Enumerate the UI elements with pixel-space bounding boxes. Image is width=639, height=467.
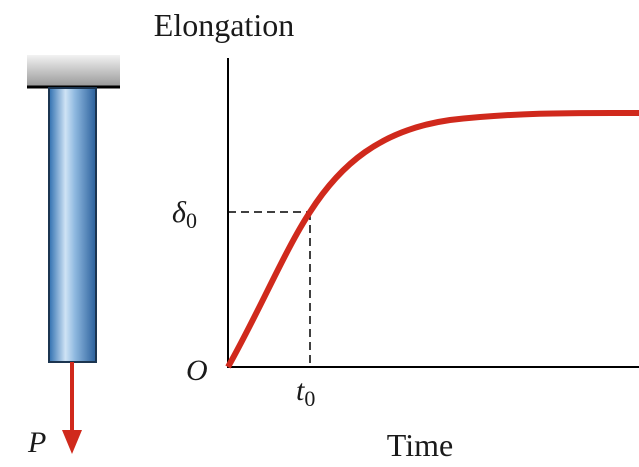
t-symbol: t [296,374,305,407]
y-axis-label: Elongation [154,7,294,43]
x-axis-label: Time [387,427,453,463]
delta-label: δ0 [172,196,197,233]
load-arrowhead [62,430,82,454]
support [27,55,120,86]
delta-symbol: δ [172,196,187,229]
creep-curve [225,109,639,369]
bar [48,87,97,363]
origin-label: O [186,354,208,387]
t-subscript: 0 [304,386,315,411]
t-label: t0 [296,374,315,411]
load-label: P [27,426,46,459]
delta-subscript: 0 [186,208,197,233]
